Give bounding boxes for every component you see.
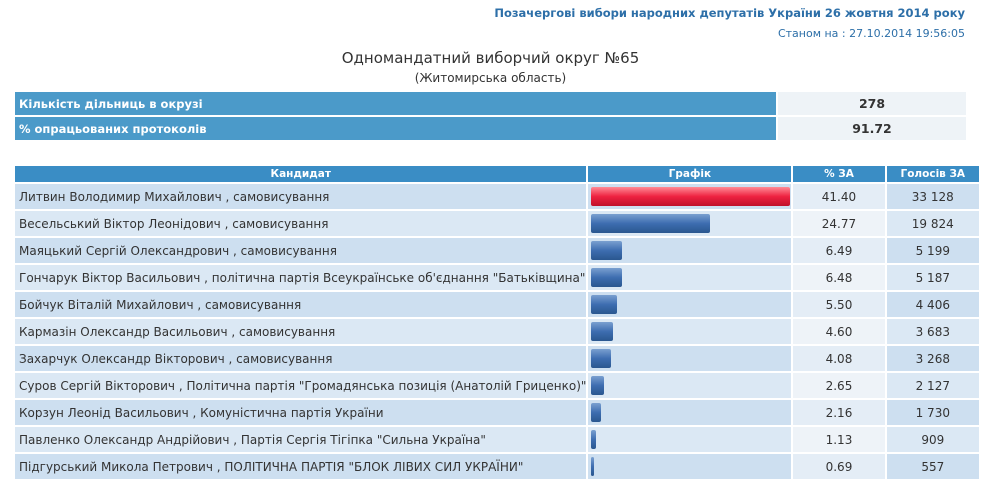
- column-header-percent: % ЗА: [793, 166, 885, 182]
- result-bar: [591, 403, 602, 422]
- result-bar: [591, 376, 605, 395]
- result-graph-cell: [588, 292, 792, 317]
- result-bar: [591, 322, 614, 341]
- vote-percent: 0.69: [793, 454, 885, 479]
- vote-count: 1 730: [886, 400, 979, 425]
- result-graph-cell: [588, 319, 792, 344]
- candidate-name: Маяцький Сергій Олександрович , самовису…: [15, 238, 587, 263]
- results-header-row: Кандидат Графік % ЗА Голосів ЗА: [15, 166, 979, 182]
- vote-count: 19 824: [886, 211, 979, 236]
- result-bar: [591, 214, 711, 233]
- table-row: Корзун Леонід Васильович , Комуністична …: [15, 400, 979, 425]
- table-row: Гончарук Віктор Васильович , політична п…: [15, 265, 979, 290]
- result-bar: [591, 268, 623, 287]
- column-header-graph: Графік: [588, 166, 792, 182]
- result-bar: [591, 457, 595, 476]
- result-graph-cell: [588, 346, 792, 371]
- candidate-name: Корзун Леонід Васильович , Комуністична …: [15, 400, 587, 425]
- protocols-label: % опрацьованих протоколів: [15, 117, 776, 140]
- stations-value: 278: [778, 92, 966, 115]
- result-bar: [591, 241, 623, 260]
- stations-label: Кількість дільниць в окрузі: [15, 92, 776, 115]
- table-row: Павленко Олександр Андрійович , Партія С…: [15, 427, 979, 452]
- result-graph-cell: [588, 238, 792, 263]
- status-date: Станом на : 27.10.2014 19:56:05: [777, 27, 965, 40]
- district-region: (Житомирська область): [414, 71, 567, 85]
- summary-row-protocols: % опрацьованих протоколів 91.72: [15, 117, 966, 140]
- candidate-name: Бойчук Віталій Михайлович , самовисуванн…: [15, 292, 587, 317]
- result-bar: [591, 430, 597, 449]
- summary-table: Кількість дільниць в окрузі 278 % опраць…: [13, 90, 968, 142]
- result-graph-cell: [588, 373, 792, 398]
- vote-percent: 2.16: [793, 400, 885, 425]
- result-bar: [591, 295, 618, 314]
- table-row: Суров Сергій Вікторович , Політична парт…: [15, 373, 979, 398]
- summary-row-stations: Кількість дільниць в окрузі 278: [15, 92, 966, 115]
- vote-percent: 6.49: [793, 238, 885, 263]
- table-row: Підгурський Микола Петрович , ПОЛІТИЧНА …: [15, 454, 979, 479]
- vote-count: 5 199: [886, 238, 979, 263]
- protocols-value: 91.72: [778, 117, 966, 140]
- table-row: Захарчук Олександр Вікторович , самовису…: [15, 346, 979, 371]
- candidate-name: Захарчук Олександр Вікторович , самовису…: [15, 346, 587, 371]
- results-table: Кандидат Графік % ЗА Голосів ЗА Литвин В…: [13, 164, 981, 481]
- candidate-name: Суров Сергій Вікторович , Політична парт…: [15, 373, 587, 398]
- table-row: Кармазін Олександр Васильович , самовису…: [15, 319, 979, 344]
- vote-percent: 2.65: [793, 373, 885, 398]
- vote-count: 5 187: [886, 265, 979, 290]
- vote-count: 557: [886, 454, 979, 479]
- result-graph-cell: [588, 400, 792, 425]
- vote-percent: 24.77: [793, 211, 885, 236]
- results-body: Литвин Володимир Михайлович , самовисува…: [15, 184, 979, 479]
- candidate-name: Литвин Володимир Михайлович , самовисува…: [15, 184, 587, 209]
- vote-percent: 1.13: [793, 427, 885, 452]
- result-bar: [591, 187, 791, 206]
- result-graph-cell: [588, 427, 792, 452]
- vote-percent: 5.50: [793, 292, 885, 317]
- vote-count: 909: [886, 427, 979, 452]
- district-title: Одномандатний виборчий округ №65: [341, 49, 640, 67]
- vote-count: 4 406: [886, 292, 979, 317]
- result-graph-cell: [588, 184, 792, 209]
- result-bar: [591, 349, 612, 368]
- candidate-name: Гончарук Віктор Васильович , політична п…: [15, 265, 587, 290]
- election-title: Позачергові вибори народних депутатів Ук…: [494, 6, 965, 20]
- table-row: Бойчук Віталій Михайлович , самовисуванн…: [15, 292, 979, 317]
- vote-percent: 6.48: [793, 265, 885, 290]
- candidate-name: Весельський Віктор Леонідович , самовису…: [15, 211, 587, 236]
- result-graph-cell: [588, 265, 792, 290]
- table-row: Весельський Віктор Леонідович , самовису…: [15, 211, 979, 236]
- vote-count: 3 268: [886, 346, 979, 371]
- column-header-candidate: Кандидат: [15, 166, 587, 182]
- vote-percent: 4.60: [793, 319, 885, 344]
- table-row: Маяцький Сергій Олександрович , самовису…: [15, 238, 979, 263]
- candidate-name: Кармазін Олександр Васильович , самовису…: [15, 319, 587, 344]
- column-header-votes: Голосів ЗА: [886, 166, 979, 182]
- vote-percent: 41.40: [793, 184, 885, 209]
- table-row: Литвин Володимир Михайлович , самовисува…: [15, 184, 979, 209]
- candidate-name: Підгурський Микола Петрович , ПОЛІТИЧНА …: [15, 454, 587, 479]
- vote-percent: 4.08: [793, 346, 885, 371]
- vote-count: 2 127: [886, 373, 979, 398]
- vote-count: 3 683: [886, 319, 979, 344]
- result-graph-cell: [588, 454, 792, 479]
- result-graph-cell: [588, 211, 792, 236]
- vote-count: 33 128: [886, 184, 979, 209]
- candidate-name: Павленко Олександр Андрійович , Партія С…: [15, 427, 587, 452]
